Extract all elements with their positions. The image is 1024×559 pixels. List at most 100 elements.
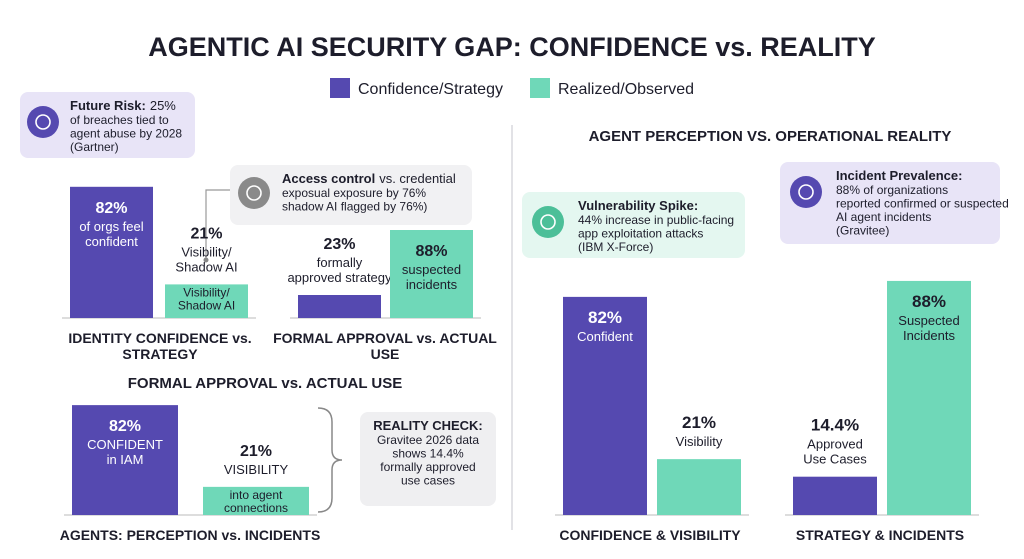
callout-box — [230, 165, 472, 225]
bar-caption: approved strategy — [287, 270, 392, 285]
callout-heading: REALITY CHECK: — [373, 418, 483, 433]
callout-text: AI agent incidents — [836, 210, 931, 224]
bar-value-label: 88% — [415, 243, 447, 260]
bar-caption: incidents — [406, 277, 458, 292]
callout-heading: Vulnerability Spike: — [578, 198, 698, 213]
callout-icon — [27, 106, 59, 138]
bar — [70, 186, 153, 318]
bar-caption: of orgs feel — [79, 219, 143, 234]
callout-text: use cases — [401, 474, 455, 488]
icon-glyph — [35, 114, 51, 130]
bar-inner-text: connections — [224, 501, 288, 515]
section-heading: FORMAL APPROVAL vs. ACTUAL USE — [128, 375, 402, 392]
callout-box — [20, 92, 195, 158]
callout-heading: Future Risk: 25% — [70, 98, 176, 113]
bar-caption: Incidents — [903, 328, 956, 343]
bar-value-label: 82% — [588, 308, 622, 327]
bar-value-label: 21% — [240, 443, 272, 460]
bar-value-label: 14.4% — [811, 416, 859, 435]
bar — [72, 405, 178, 515]
bracket — [317, 407, 343, 513]
callout-text: app exploitation attacks — [578, 227, 703, 241]
callout-text: of breaches tied to — [70, 113, 169, 127]
bar-caption: CONFIDENT — [87, 437, 163, 452]
callout-text: (IBM X-Force) — [578, 240, 653, 254]
callout-text: shows 14.4% — [392, 447, 464, 461]
connector-dot — [203, 257, 209, 263]
bar-value-label: 88% — [912, 292, 946, 311]
callout-box — [522, 192, 745, 258]
bar-caption: suspected — [402, 262, 461, 277]
bar — [657, 459, 741, 515]
bar — [165, 284, 248, 318]
callout-text: (Gartner) — [70, 140, 119, 154]
legend-label: Realized/Observed — [558, 81, 694, 98]
bar-caption: Suspected — [898, 313, 959, 328]
bar-caption: Visibility — [676, 434, 723, 449]
section-heading: AGENT PERCEPTION VS. OPERATIONAL REALITY — [589, 128, 952, 145]
chart-caption: FORMAL APPROVAL vs. ACTUAL — [273, 330, 497, 346]
chart-caption: CONFIDENCE & VISIBILITY — [559, 527, 741, 543]
bar-inner-text: Visibility/ — [183, 285, 230, 299]
callout-heading: Access control vs. credential — [282, 171, 456, 186]
callout-text: reported confirmed or suspected — [836, 197, 1009, 211]
callout-bold: Incident Prevalence: — [836, 168, 962, 183]
callout-bold: REALITY CHECK: — [373, 418, 483, 433]
callout-text: (Gravitee) — [836, 224, 889, 238]
legend-swatch — [330, 78, 350, 98]
bar — [887, 280, 971, 515]
bar-caption: Use Cases — [803, 452, 867, 467]
callout-bold: Access control — [282, 171, 375, 186]
callout-icon — [238, 177, 270, 209]
callout-text: 88% of organizations — [836, 183, 948, 197]
bar-caption: Shadow AI — [175, 259, 237, 274]
callout-box — [780, 162, 1000, 244]
title: AGENTIC AI SECURITY GAP: CONFIDENCE vs. … — [148, 32, 876, 62]
callout-heading: Incident Prevalence: — [836, 168, 962, 183]
bar-inner-text: into agent — [230, 488, 283, 502]
icon-glyph — [540, 214, 556, 230]
legend-label: Confidence/Strategy — [358, 81, 503, 98]
chart-caption: USE — [371, 346, 400, 362]
bar-value-label: 21% — [682, 413, 716, 432]
bar — [298, 295, 381, 318]
callout-text: vs. credential — [379, 171, 456, 186]
callout-text: agent abuse by 2028 — [70, 127, 182, 141]
legend-swatch — [530, 78, 550, 98]
callout-text: exposual exposure by 76% — [282, 186, 426, 200]
bar — [390, 230, 473, 318]
bar-value-label: 23% — [323, 236, 355, 253]
bar-caption: Approved — [807, 437, 863, 452]
callout-text: 44% increase in public-facing — [578, 213, 734, 227]
bar-caption: Visibility/ — [181, 244, 232, 259]
bar-value-label: 82% — [95, 200, 127, 217]
chart-caption: STRATEGY — [122, 346, 198, 362]
chart-caption: IDENTITY CONFIDENCE vs. — [68, 330, 251, 346]
callout-box — [360, 412, 496, 506]
bar-caption: in IAM — [107, 452, 144, 467]
chart-caption: STRATEGY & INCIDENTS — [796, 527, 964, 543]
callout-text: 25% — [150, 98, 176, 113]
icon-glyph — [798, 184, 814, 200]
bar-inner-text: Shadow AI — [178, 298, 235, 312]
bar-value-label: 21% — [190, 225, 222, 242]
callout-icon — [790, 176, 822, 208]
icon-glyph — [246, 185, 262, 201]
bar-value-label: 82% — [109, 418, 141, 435]
callout-text: formally approved — [380, 460, 475, 474]
bar-caption: VISIBILITY — [224, 462, 289, 477]
chart-caption: AGENTS: PERCEPTION vs. INCIDENTS — [60, 527, 321, 543]
bar-caption: formally — [317, 255, 363, 270]
callout-bold: Future Risk: — [70, 98, 146, 113]
callout-bold: Vulnerability Spike: — [578, 198, 698, 213]
bar — [563, 296, 647, 515]
callout-text: Gravitee 2026 data — [377, 433, 479, 447]
bar — [793, 476, 877, 515]
connector — [205, 189, 232, 260]
callout-text: shadow AI flagged by 76%) — [282, 200, 427, 214]
bar — [203, 486, 309, 515]
bar-caption: Confident — [577, 329, 633, 344]
bar-caption: confident — [85, 234, 138, 249]
callout-icon — [532, 206, 564, 238]
